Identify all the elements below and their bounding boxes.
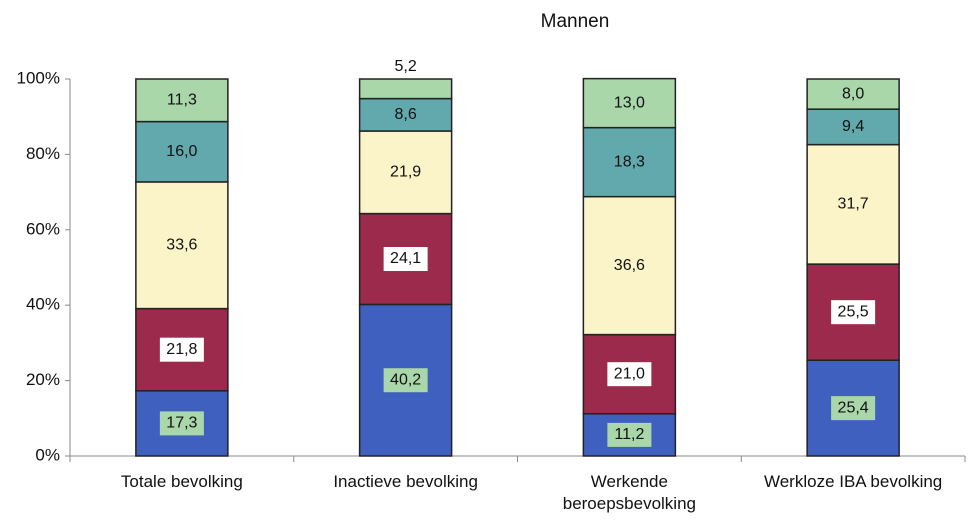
- y-tick-label: 40%: [26, 295, 60, 314]
- value-label: 9,4: [842, 118, 864, 135]
- bar-segment: [582, 126, 677, 198]
- label-box: [607, 422, 652, 447]
- label-box: [383, 247, 428, 272]
- value-label: 13,0: [614, 94, 645, 111]
- value-label: 21,9: [390, 164, 421, 181]
- x-tick-label: Inactieve bevolking: [333, 472, 478, 491]
- bar-segment: [358, 78, 453, 100]
- y-tick-label: 20%: [26, 370, 60, 389]
- x-tick-label: Werkende beroepsbevolking: [562, 472, 696, 513]
- value-label: 21,0: [614, 365, 645, 382]
- value-label: 8,6: [395, 106, 417, 123]
- bar-segment: [135, 78, 229, 123]
- bar-segment: [806, 143, 900, 265]
- value-label: 31,7: [838, 196, 869, 213]
- value-label: 21,8: [166, 341, 197, 358]
- y-tick-label: 0%: [35, 445, 60, 464]
- bar-segment: [358, 97, 453, 132]
- value-label: 36,6: [614, 257, 645, 274]
- bar-segment: [135, 120, 229, 183]
- value-label: 18,3: [614, 153, 645, 170]
- value-label: 24,1: [390, 250, 421, 267]
- value-label: 5,2: [395, 58, 417, 75]
- label-box: [607, 362, 652, 387]
- value-label: 11,2: [614, 426, 644, 443]
- value-label: 25,5: [838, 303, 869, 320]
- bar-segment: [135, 181, 229, 310]
- value-label: 25,4: [838, 399, 869, 416]
- label-box: [159, 411, 204, 436]
- value-label: 33,6: [166, 236, 197, 253]
- y-tick-label: 100%: [17, 68, 60, 87]
- x-tick-label: Totale bevolking: [120, 472, 243, 491]
- value-label: 40,2: [390, 371, 421, 388]
- y-tick-label: 60%: [26, 219, 60, 238]
- label-box: [159, 337, 204, 362]
- bar-segment: [582, 195, 677, 336]
- chart-title: Mannen: [541, 11, 610, 32]
- label-box: [831, 396, 876, 421]
- value-label: 11,3: [167, 92, 197, 109]
- label-box: [383, 368, 428, 393]
- value-label: 17,3: [166, 415, 197, 432]
- value-label: 8,0: [842, 85, 864, 102]
- bar-segment: [806, 78, 900, 110]
- label-box: [831, 300, 876, 325]
- value-label: 16,0: [166, 143, 197, 160]
- bar-segment: [358, 130, 453, 215]
- bar-segment: [582, 77, 677, 129]
- x-tick-label: Werkloze IBA bevolking: [763, 472, 943, 491]
- y-tick-label: 80%: [26, 144, 60, 163]
